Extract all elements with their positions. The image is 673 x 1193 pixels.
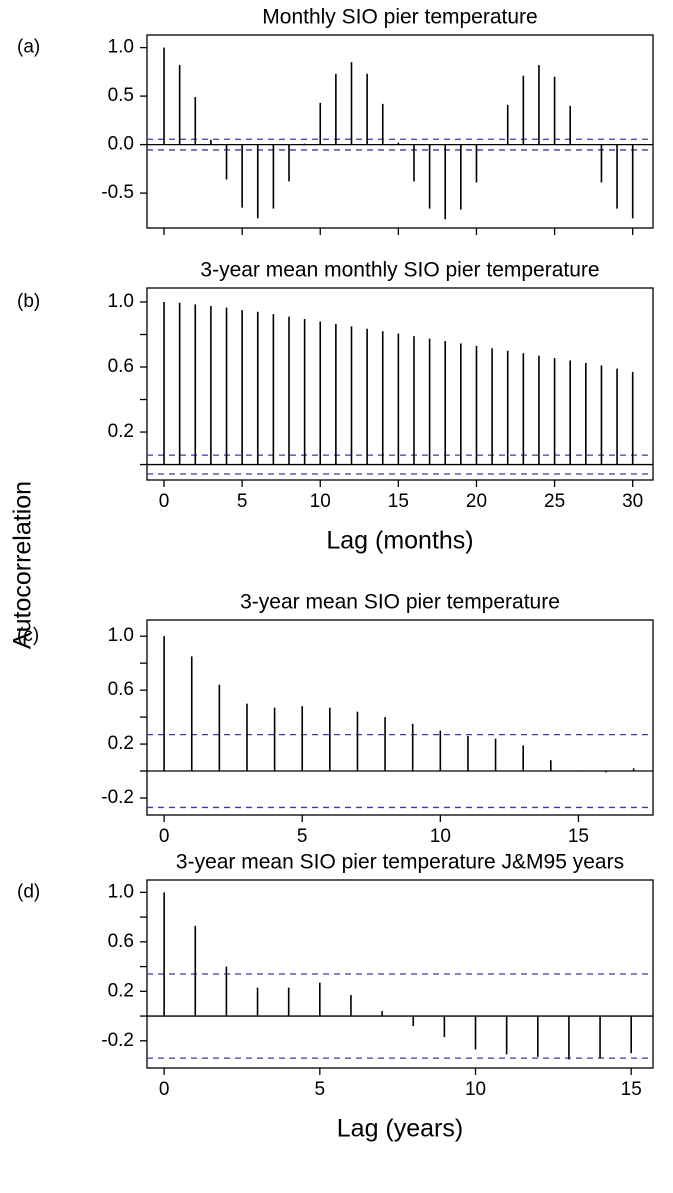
y-tick-label: -0.2 <box>101 787 134 808</box>
x-axis-title: Lag (months) <box>326 527 473 555</box>
y-tick-label: 0.5 <box>108 85 134 106</box>
y-tick-label: 1.0 <box>108 625 134 646</box>
x-tick-label: 5 <box>315 1079 326 1100</box>
x-tick-label: 5 <box>237 491 248 512</box>
y-tick-label: 0.6 <box>108 931 134 952</box>
plot-frame <box>146 619 654 816</box>
x-tick-label: 20 <box>466 491 487 512</box>
panel-title: 3-year mean SIO pier temperature <box>240 591 560 614</box>
x-tick-label: 10 <box>430 826 451 847</box>
x-tick-label: 15 <box>568 826 589 847</box>
y-tick-label: -0.2 <box>101 1030 134 1051</box>
panel-label: (c) <box>17 625 39 646</box>
x-axis-title: Lag (years) <box>337 1115 463 1143</box>
x-tick-label: 15 <box>621 1079 642 1100</box>
panel-title: 3-year mean monthly SIO pier temperature <box>200 259 599 282</box>
x-tick-label: 10 <box>310 491 331 512</box>
y-tick-label: 1.0 <box>108 291 134 312</box>
x-tick-label: 0 <box>159 1079 170 1100</box>
panel-title: 3-year mean SIO pier temperature J&M95 y… <box>176 851 624 874</box>
x-tick-label: 0 <box>159 826 170 847</box>
x-tick-label: 5 <box>297 826 308 847</box>
x-tick-label: 30 <box>622 491 643 512</box>
panel-label: (a) <box>17 37 40 58</box>
y-tick-label: 0.2 <box>108 421 134 442</box>
y-tick-label: 0.6 <box>108 679 134 700</box>
plot-frame <box>146 34 654 229</box>
y-tick-label: -0.5 <box>101 182 134 203</box>
y-axis-title: Autocorrelation <box>9 481 37 649</box>
y-tick-label: 0.0 <box>108 134 134 155</box>
y-tick-label: 0.2 <box>108 733 134 754</box>
plot-frame <box>146 287 654 481</box>
x-tick-label: 0 <box>159 491 170 512</box>
x-tick-label: 10 <box>465 1079 486 1100</box>
panel-label: (b) <box>17 291 40 312</box>
y-tick-label: 0.2 <box>108 980 134 1001</box>
panel-title: Monthly SIO pier temperature <box>262 6 537 29</box>
x-tick-label: 25 <box>544 491 565 512</box>
x-tick-label: 15 <box>388 491 409 512</box>
y-tick-label: 1.0 <box>108 881 134 902</box>
panel-label: (d) <box>17 881 40 902</box>
y-tick-label: 0.6 <box>108 356 134 377</box>
y-tick-label: 1.0 <box>108 37 134 58</box>
